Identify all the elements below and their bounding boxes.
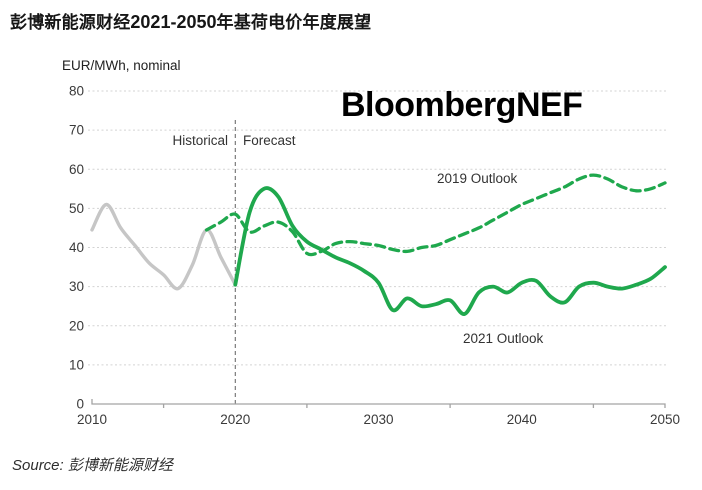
svg-text:10: 10	[69, 357, 84, 372]
svg-text:70: 70	[69, 123, 84, 138]
svg-text:2050: 2050	[650, 412, 680, 427]
y-axis-unit-label: EUR/MWh, nominal	[62, 58, 181, 73]
svg-text:2010: 2010	[77, 412, 107, 427]
series-label-2021-outlook: 2021 Outlook	[463, 331, 544, 346]
series-label-2019-outlook: 2019 Outlook	[437, 171, 518, 186]
svg-text:40: 40	[69, 240, 84, 255]
svg-text:20: 20	[69, 318, 84, 333]
svg-text:2030: 2030	[363, 412, 393, 427]
bloombergnef-watermark: BloombergNEF	[341, 86, 583, 124]
historical-region-label: Historical	[172, 133, 228, 148]
svg-text:0: 0	[76, 397, 84, 412]
page-title-suffix: 年基荷电价年度展望	[216, 13, 372, 32]
svg-text:50: 50	[69, 201, 84, 216]
page-title: 彭博新能源财经2021-2050年基荷电价年度展望	[10, 10, 371, 35]
svg-text:80: 80	[69, 84, 84, 99]
page-title-range: 2021-2050	[130, 12, 217, 32]
page-title-prefix: 彭博新能源财经	[10, 13, 131, 32]
forecast-region-label: Forecast	[243, 133, 296, 148]
svg-text:2040: 2040	[507, 412, 537, 427]
svg-text:2020: 2020	[220, 412, 250, 427]
source-credit: Source: 彭博新能源财经	[12, 457, 173, 474]
svg-text:60: 60	[69, 162, 84, 177]
svg-text:30: 30	[69, 279, 84, 294]
